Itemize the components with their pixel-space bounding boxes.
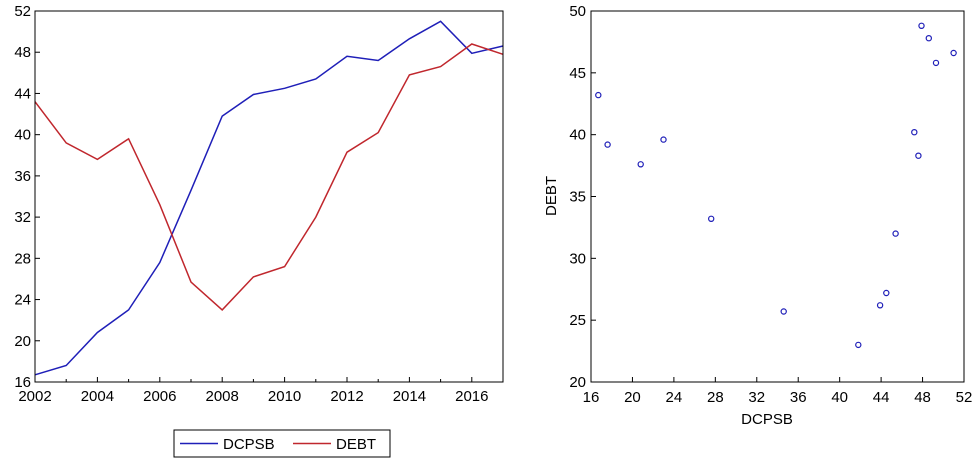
scatter-x-tick-label: 28	[707, 389, 724, 406]
scatter-point	[637, 161, 644, 168]
scatter-point	[660, 136, 667, 143]
line-chart-y-tick-label: 32	[14, 209, 31, 226]
scatter-point	[876, 302, 884, 309]
legend-label-debt: DEBT	[336, 436, 376, 453]
line-chart-x-tick-label: 2012	[330, 388, 363, 405]
line-series-group	[34, 20, 504, 376]
scatter-y-tick-label: 40	[569, 127, 586, 144]
legend: DCPSB DEBT	[173, 429, 391, 458]
line-chart-y-tick-label: 40	[14, 127, 31, 144]
scatter-point	[892, 230, 899, 237]
scatter-point	[925, 35, 933, 42]
scatter-y-axis: 20 25 30 35 40 45 50	[569, 3, 596, 391]
line-chart-y-tick-label: 16	[14, 374, 31, 391]
scatter-y-tick-label: 45	[569, 65, 586, 82]
scatter-points-group	[595, 22, 957, 349]
scatter-x-tick-label: 24	[666, 389, 683, 406]
line-chart-y-tick-label: 52	[14, 3, 31, 20]
scatter-x-tick-label: 52	[956, 389, 973, 406]
scatter-point	[918, 22, 925, 29]
scatter-y-tick-label: 25	[569, 312, 586, 329]
line-chart-y-tick-label: 36	[14, 168, 31, 185]
scatter-point	[708, 215, 715, 222]
scatter-point	[932, 59, 940, 67]
line-chart-x-tick-label: 2010	[268, 388, 301, 405]
scatter-point	[604, 141, 611, 148]
scatter-x-tick-label: 16	[583, 389, 600, 406]
scatter-plot-frame	[590, 10, 965, 383]
scatter-y-tick-label: 20	[569, 374, 586, 391]
line-chart-x-tick-label: 2016	[455, 388, 488, 405]
line-chart-y-tick-label: 28	[14, 250, 31, 267]
scatter-y-tick-label: 35	[569, 189, 586, 206]
scatter-y-axis-title: DEBT	[543, 176, 560, 216]
line-chart: 16 20 24 28 32 36 40 44 48 52 2002 2004 2006 2008 201…	[14, 3, 504, 405]
line-chart-y-axis: 16 20 24 28 32 36 40 44 48 52	[14, 3, 40, 391]
line-chart-x-tick-label: 2014	[393, 388, 426, 405]
scatter-x-tick-label: 20	[624, 389, 641, 406]
line-series-debt	[34, 43, 504, 311]
legend-label-dcpsb: DCPSB	[223, 436, 275, 453]
line-chart-y-tick-label: 20	[14, 333, 31, 350]
scatter-x-axis: 16 20 24 28 32 36 40 44 48 52	[583, 377, 973, 406]
line-chart-x-axis: 2002 2004 2006 2008 2010 2012 2014 2016	[18, 377, 504, 405]
line-chart-x-tick-label: 2004	[81, 388, 114, 405]
line-chart-plot-frame	[34, 10, 504, 383]
line-chart-y-tick-label: 24	[14, 292, 31, 309]
line-chart-y-tick-label: 48	[14, 44, 31, 61]
line-series-dcpsb	[34, 20, 504, 376]
scatter-point	[911, 128, 918, 136]
scatter-point	[595, 91, 602, 99]
scatter-point	[883, 289, 890, 297]
line-chart-y-tick-label: 44	[14, 85, 31, 102]
scatter-point	[950, 49, 957, 57]
line-chart-x-tick-label: 2002	[18, 388, 51, 405]
scatter-point	[915, 152, 922, 159]
scatter-x-tick-label: 36	[790, 389, 807, 406]
scatter-y-tick-label: 50	[569, 3, 586, 20]
scatter-x-tick-label: 48	[914, 389, 931, 406]
scatter-x-axis-title: DCPSB	[741, 411, 793, 428]
line-chart-x-tick-label: 2006	[143, 388, 176, 405]
scatter-x-tick-label: 32	[748, 389, 765, 406]
line-chart-x-tick-label: 2008	[206, 388, 239, 405]
scatter-x-tick-label: 40	[831, 389, 848, 406]
scatter-y-tick-label: 30	[569, 250, 586, 267]
scatter-point	[855, 341, 862, 349]
scatter-point	[780, 308, 787, 315]
scatter-x-tick-label: 44	[873, 389, 890, 406]
